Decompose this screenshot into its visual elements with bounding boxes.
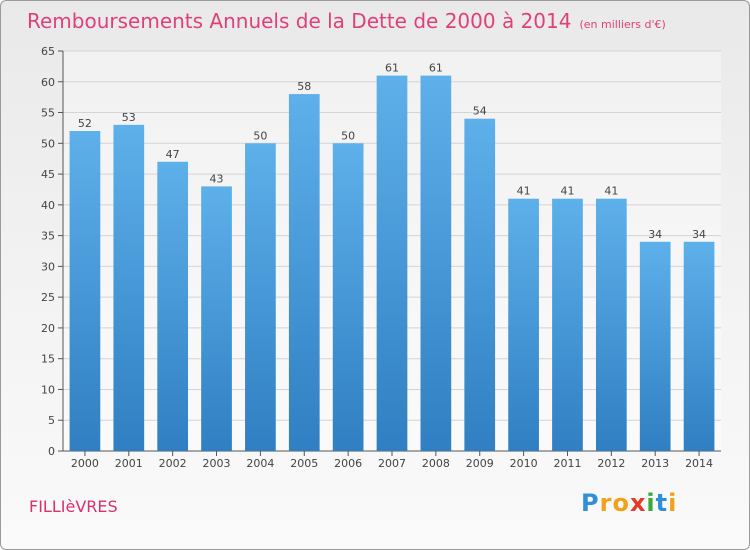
x-tick-label-2003: 2003	[203, 457, 231, 470]
data-label-2013: 34	[648, 228, 662, 241]
data-label-2000: 52	[78, 117, 92, 130]
y-tick-label: 35	[41, 230, 55, 243]
x-tick-label-2007: 2007	[378, 457, 406, 470]
y-tick-label: 40	[41, 199, 55, 212]
x-tick-label-2013: 2013	[641, 457, 669, 470]
label-layer: 52 53 47 43 50 58 50 61 61 54 41 41 41 34 34	[78, 62, 706, 241]
x-tick-label-2008: 2008	[422, 457, 450, 470]
data-label-2005: 58	[297, 80, 311, 93]
bar-2013[interactable]	[639, 241, 671, 451]
chart-title: Remboursements Annuels de la Dette de 20…	[27, 9, 666, 33]
bar-2011[interactable]	[552, 198, 583, 451]
x-tick-label-2000: 2000	[71, 457, 99, 470]
bar-2012[interactable]	[595, 198, 627, 451]
x-tick-label-2006: 2006	[334, 457, 362, 470]
y-tick-label: 30	[41, 260, 55, 273]
chart-title-text: Remboursements Annuels de la Dette de 20…	[27, 9, 572, 33]
data-label-2014: 34	[692, 228, 706, 241]
logo-letter: x	[629, 489, 647, 517]
data-label-2007: 61	[385, 62, 399, 75]
data-label-2012: 41	[604, 185, 618, 198]
y-tick-label: 5	[48, 414, 55, 427]
bar-2009[interactable]	[464, 118, 496, 451]
x-tick-label-2012: 2012	[597, 457, 625, 470]
proxiti-logo[interactable]: Proxiti	[581, 489, 677, 517]
x-tick-label-2001: 2001	[115, 457, 143, 470]
axis-layer: 0 5 10 15 20 25 30 35 40 45 50 55 60 65 2000 2001 2002 20…	[41, 45, 721, 470]
bar-layer	[69, 75, 715, 452]
commune-name: FILLIèVRES	[29, 497, 118, 516]
bar-2014[interactable]	[683, 241, 715, 451]
logo-letter: P	[581, 489, 600, 517]
x-tick-label-2014: 2014	[685, 457, 713, 470]
data-label-2008: 61	[429, 62, 443, 75]
logo-letter: r	[599, 489, 613, 517]
bar-2005[interactable]	[288, 94, 320, 452]
bar-2001[interactable]	[113, 124, 145, 451]
logo-letter: t	[655, 489, 669, 517]
data-label-2002: 47	[166, 148, 180, 161]
chart-subtitle: (en milliers d'€)	[579, 18, 666, 31]
bar-2007[interactable]	[376, 75, 408, 451]
logo-letter: o	[612, 489, 630, 517]
y-tick-label: 55	[41, 107, 55, 120]
y-tick-label: 0	[48, 445, 55, 458]
x-tick-label-2011: 2011	[553, 457, 581, 470]
logo-letter: i	[646, 489, 656, 517]
y-tick-label: 10	[41, 383, 55, 396]
data-label-2003: 43	[210, 172, 224, 185]
bar-2008[interactable]	[420, 75, 452, 451]
x-tick-label-2002: 2002	[159, 457, 187, 470]
data-label-2001: 53	[122, 111, 136, 124]
bar-2000[interactable]	[69, 131, 101, 451]
data-label-2011: 41	[560, 185, 574, 198]
data-label-2010: 41	[517, 185, 531, 198]
data-label-2006: 50	[341, 129, 355, 142]
bar-2006[interactable]	[332, 143, 364, 452]
data-label-2009: 54	[473, 105, 487, 118]
bar-2010[interactable]	[508, 198, 539, 451]
bar-2004[interactable]	[245, 143, 276, 452]
x-tick-label-2010: 2010	[510, 457, 538, 470]
y-tick-label: 20	[41, 322, 55, 335]
y-tick-label: 15	[41, 353, 55, 366]
x-tick-label-2005: 2005	[290, 457, 318, 470]
y-tick-label: 45	[41, 168, 55, 181]
x-tick-label-2009: 2009	[466, 457, 494, 470]
y-tick-label: 25	[41, 291, 55, 304]
x-tick-label-2004: 2004	[246, 457, 274, 470]
y-tick-label: 50	[41, 137, 55, 150]
logo-letter: i	[668, 489, 678, 517]
y-tick-label: 65	[41, 45, 55, 58]
y-tick-label: 60	[41, 76, 55, 89]
bar-2003[interactable]	[201, 186, 232, 451]
data-label-2004: 50	[253, 129, 267, 142]
bar-2002[interactable]	[157, 161, 189, 451]
